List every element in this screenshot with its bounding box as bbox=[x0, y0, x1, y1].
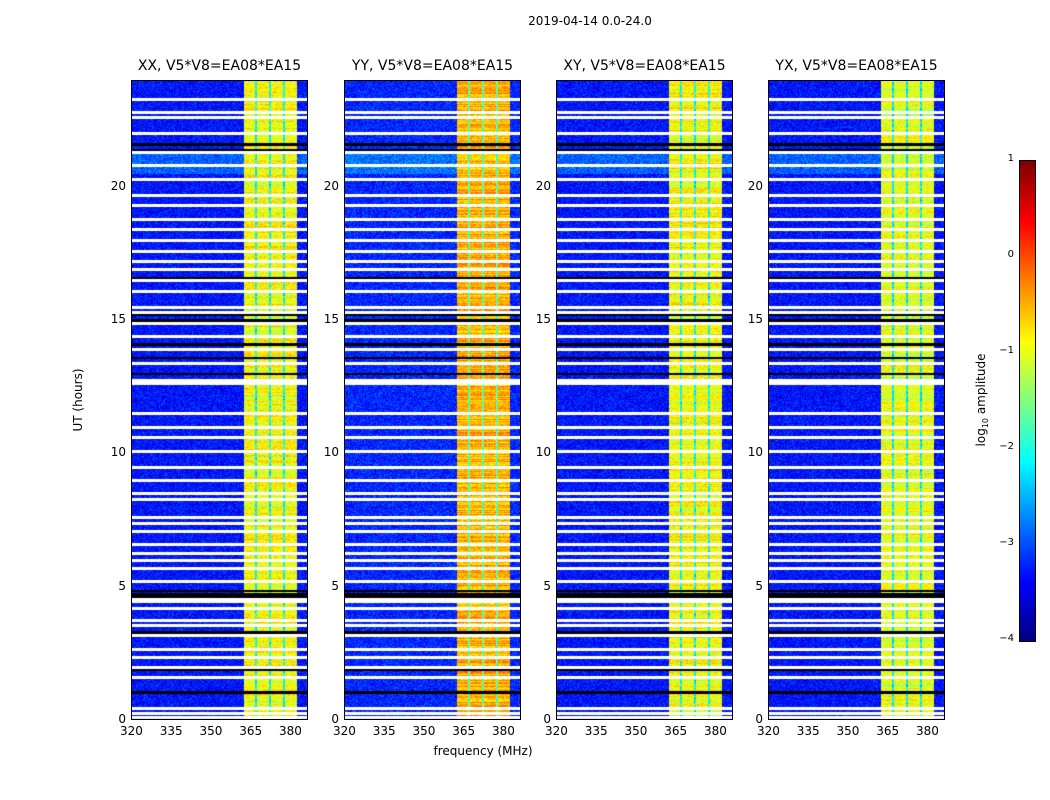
x-tick-label: 350 bbox=[624, 724, 648, 738]
waterfall-heatmap bbox=[768, 80, 945, 720]
colorbar-tick-label: −1 bbox=[999, 345, 1014, 356]
y-tick-label: 20 bbox=[323, 178, 339, 193]
x-tick-label: 380 bbox=[915, 724, 939, 738]
x-tick-label: 320 bbox=[333, 724, 356, 738]
panel-xx: XX, V5*V8=EA08*EA15 bbox=[131, 58, 308, 720]
x-tick-label: 350 bbox=[836, 724, 860, 738]
x-tick-label: 380 bbox=[491, 724, 515, 738]
waterfall-heatmap bbox=[131, 80, 308, 720]
colorbar-tick-label: −2 bbox=[999, 441, 1014, 452]
y-tick-label: 20 bbox=[110, 178, 126, 193]
y-tick-label: 15 bbox=[535, 312, 551, 326]
panel-xy: XY, V5*V8=EA08*EA15 bbox=[556, 58, 733, 720]
y-tick-label: 5 bbox=[331, 578, 339, 593]
x-tick-label: 320 bbox=[545, 724, 568, 738]
colorbar-tick-label: 1 bbox=[1007, 153, 1014, 164]
x-tick-label: 335 bbox=[372, 724, 396, 738]
panel-title: XY, V5*V8=EA08*EA15 bbox=[563, 58, 726, 74]
y-tick-label: 20 bbox=[535, 178, 551, 193]
axes-frame bbox=[768, 80, 945, 720]
colorbar-tick-label: −4 bbox=[999, 633, 1014, 644]
panel-title: YX, V5*V8=EA08*EA15 bbox=[775, 58, 938, 74]
waterfall-heatmap bbox=[556, 80, 733, 720]
y-tick-label: 20 bbox=[747, 178, 763, 193]
waterfall-heatmap bbox=[344, 80, 521, 720]
axes-frame bbox=[131, 80, 308, 720]
y-tick-label: 10 bbox=[747, 445, 763, 460]
x-tick-label: 380 bbox=[278, 724, 302, 738]
panel-yx: YX, V5*V8=EA08*EA15 bbox=[768, 58, 945, 720]
figure-title: 2019-04-14 0.0-24.0 bbox=[528, 14, 652, 28]
x-tick-label: 365 bbox=[664, 724, 688, 738]
y-tick-label: 15 bbox=[747, 312, 763, 326]
y-tick-label: 5 bbox=[543, 578, 551, 593]
y-tick-label: 10 bbox=[110, 445, 126, 460]
y-tick-label: 10 bbox=[323, 445, 339, 460]
x-tick-label: 350 bbox=[199, 724, 223, 738]
axes-frame bbox=[556, 80, 733, 720]
y-tick-label: 0 bbox=[543, 712, 551, 726]
panel-title: YY, V5*V8=EA08*EA15 bbox=[351, 58, 514, 74]
y-tick-label: 15 bbox=[323, 312, 339, 326]
y-tick-label: 5 bbox=[118, 578, 126, 593]
colorbar bbox=[1019, 160, 1036, 642]
x-tick-label: 365 bbox=[876, 724, 900, 738]
colorbar-tick-label: 0 bbox=[1007, 249, 1014, 260]
x-tick-label: 335 bbox=[796, 724, 820, 738]
y-tick-label: 0 bbox=[755, 712, 763, 726]
x-tick-label: 365 bbox=[452, 724, 476, 738]
y-tick-label: 0 bbox=[331, 712, 339, 726]
x-tick-label: 380 bbox=[703, 724, 727, 738]
x-tick-label: 335 bbox=[584, 724, 608, 738]
x-tick-label: 365 bbox=[239, 724, 263, 738]
x-tick-label: 320 bbox=[757, 724, 780, 738]
x-tick-label: 320 bbox=[120, 724, 143, 738]
colorbar-label: log10 amplitude bbox=[973, 353, 991, 447]
panel-yy: YY, V5*V8=EA08*EA15 bbox=[344, 58, 521, 720]
x-tick-label: 335 bbox=[159, 724, 183, 738]
x-tick-label: 350 bbox=[412, 724, 436, 738]
y-tick-label: 5 bbox=[755, 578, 763, 593]
y-axis-label: UT (hours) bbox=[71, 368, 85, 432]
axes-frame bbox=[344, 80, 521, 720]
panel-title: XX, V5*V8=EA08*EA15 bbox=[137, 58, 302, 74]
y-tick-label: 10 bbox=[535, 445, 551, 460]
x-axis-label: frequency (MHz) bbox=[433, 744, 533, 758]
y-tick-label: 15 bbox=[110, 312, 126, 326]
y-tick-label: 0 bbox=[118, 712, 126, 726]
colorbar-tick-label: −3 bbox=[999, 537, 1014, 548]
